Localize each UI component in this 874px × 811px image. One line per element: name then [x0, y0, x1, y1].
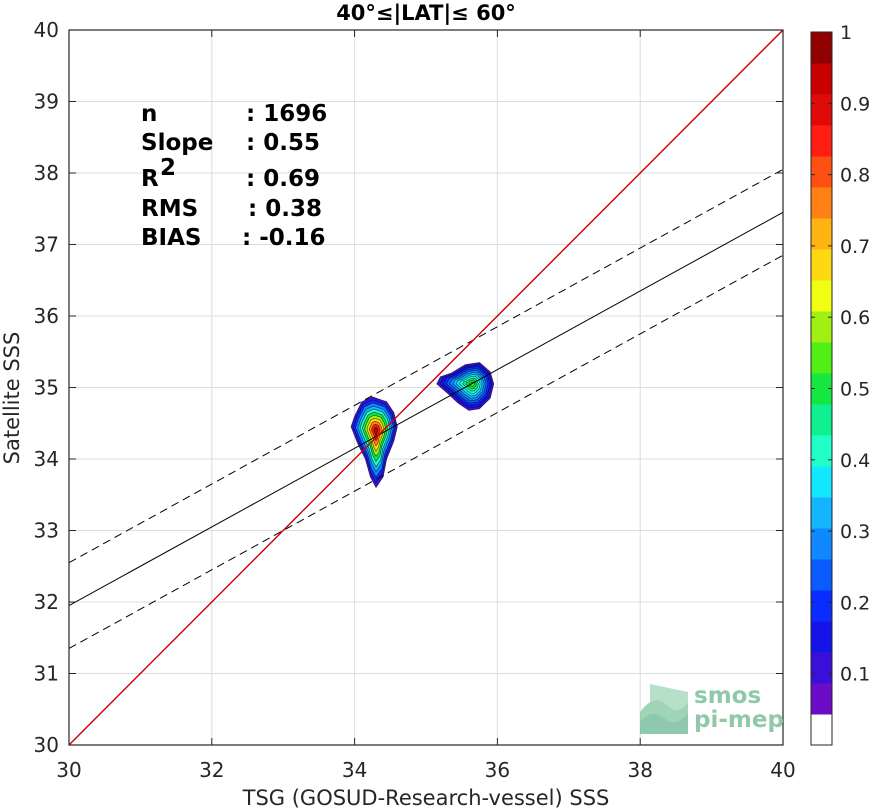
- x-tick-label: 34: [342, 758, 367, 782]
- y-tick-label: 32: [34, 590, 59, 614]
- colorbar-tick-label: 0.5: [840, 379, 870, 401]
- x-axis-label: TSG (GOSUD-Research-vessel) SSS: [242, 786, 610, 810]
- stat-row: Slope : 0.55: [141, 130, 320, 156]
- x-axis: 30 32 34 36 38 40: [56, 30, 796, 782]
- smos-pi-mep-logo: smos pi-mep: [640, 683, 784, 734]
- chart-title: 40°≤|LAT|≤ 60°: [336, 1, 516, 26]
- stat-row: RMS : 0.38: [141, 196, 322, 222]
- colorbar-segment: [811, 94, 832, 126]
- stats-box: n : 1696 Slope : 0.55 R 2 : 0.69 RMS : 0.38 BIAS:…: [141, 101, 327, 251]
- x-tick-label: 30: [56, 758, 81, 782]
- colorbar-segment: [811, 342, 832, 374]
- y-tick-label: 34: [34, 447, 59, 471]
- colorbar-segment: [811, 125, 832, 157]
- stat-value: : 0.69: [246, 166, 320, 192]
- stat-label: n: [141, 101, 157, 127]
- y-axis: 30 31 32 33 34 35 36 37 38 39 40: [34, 18, 783, 757]
- x-tick-label: 38: [627, 758, 652, 782]
- colorbar-tick-label: 0.6: [840, 307, 870, 329]
- stat-label: Slope: [141, 130, 213, 156]
- stat-row: n : 1696: [141, 101, 327, 127]
- colorbar-tick-label: 1: [840, 22, 852, 44]
- colorbar-segment: [811, 187, 832, 219]
- colorbar: 0.1 0.2 0.3 0.4 0.5 0.6 0.7 0.8 0.9 1: [810, 22, 870, 746]
- stat-label: RMS: [141, 196, 198, 222]
- y-tick-label: 36: [34, 304, 59, 328]
- colorbar-segment: [811, 63, 832, 95]
- colorbar-segment: [811, 404, 832, 436]
- stat-value: : 0.38: [248, 196, 322, 222]
- stat-label: R: [141, 166, 159, 192]
- regression-line: [69, 211, 783, 607]
- colorbar-tick-label: 0.1: [840, 664, 870, 686]
- density-contour: [373, 426, 379, 437]
- colorbar-segment: [811, 590, 832, 622]
- colorbar-segment: [811, 249, 832, 281]
- y-tick-label: 35: [34, 376, 59, 400]
- stat-superscript: 2: [160, 155, 176, 181]
- colorbar-segment: [811, 373, 832, 405]
- colorbar-tick-label: 0.2: [840, 592, 870, 614]
- colorbar-tick-label: 0.7: [840, 236, 870, 258]
- fit-lines: [69, 30, 783, 745]
- upper-bound-line: [69, 168, 783, 564]
- colorbar-segment: [811, 280, 832, 312]
- colorbar-tick-label: 0.8: [840, 165, 870, 187]
- colorbar-segment: [811, 683, 832, 715]
- stat-label: BIAS: [141, 225, 201, 251]
- y-tick-label: 33: [34, 519, 59, 543]
- colorbar-segment: [811, 435, 832, 467]
- y-axis-label: Satellite SSS: [0, 332, 24, 465]
- colorbar-segment: [811, 528, 832, 560]
- x-tick-label: 36: [485, 758, 510, 782]
- colorbar-segment: [811, 218, 832, 250]
- stat-row: BIAS : -0.16: [141, 225, 326, 251]
- colorbar-tick-label: 0.4: [840, 450, 870, 472]
- y-tick-label: 39: [34, 90, 59, 114]
- colorbar-segment: [811, 559, 832, 591]
- density-clusters: [350, 362, 495, 489]
- stat-value: : 1696: [246, 101, 327, 127]
- lower-bound-line: [69, 254, 783, 649]
- colorbar-tick-label: 0.3: [840, 521, 870, 543]
- stat-value: : 0.55: [246, 130, 320, 156]
- grid: [69, 30, 783, 745]
- one-to-one-line: [69, 30, 783, 745]
- y-tick-label: 37: [34, 233, 59, 257]
- y-tick-label: 38: [34, 161, 59, 185]
- colorbar-segment: [811, 497, 832, 529]
- x-tick-label: 32: [199, 758, 224, 782]
- colorbar-segment: [811, 32, 832, 64]
- colorbar-segment: [811, 156, 832, 188]
- logo-wave-icon: [640, 684, 688, 734]
- y-tick-label: 30: [34, 733, 59, 757]
- colorbar-segment: [811, 621, 832, 653]
- colorbar-segment: [811, 652, 832, 684]
- colorbar-segment: [811, 466, 832, 498]
- y-tick-label: 31: [34, 662, 59, 686]
- logo-line2: pi-mep: [694, 707, 784, 733]
- colorbar-segment: [811, 311, 832, 343]
- logo-line1: smos: [694, 683, 761, 709]
- colorbar-segment: [811, 714, 832, 746]
- colorbar-tick-label: 0.9: [840, 93, 870, 115]
- x-tick-label: 40: [770, 758, 795, 782]
- y-tick-label: 40: [34, 18, 59, 42]
- stat-value: : -0.16: [242, 225, 326, 251]
